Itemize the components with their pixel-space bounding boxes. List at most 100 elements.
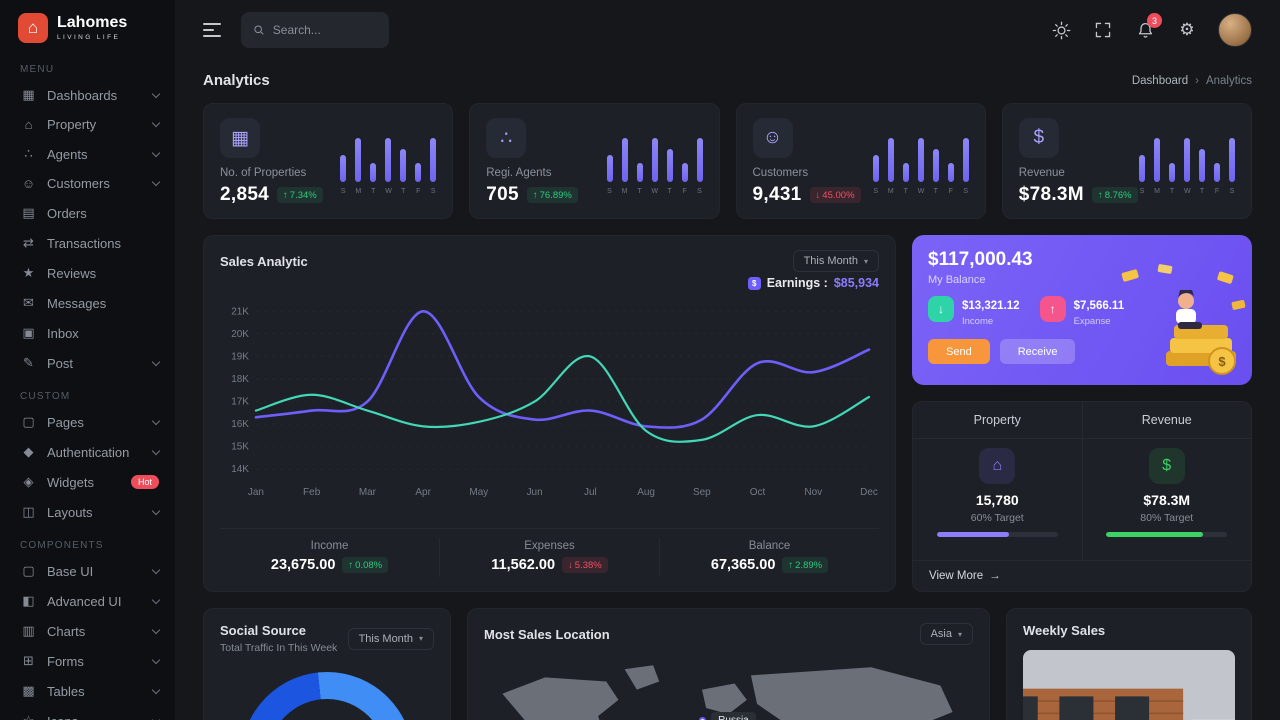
sidebar-item-advanced-ui[interactable]: ◧ Advanced UI <box>0 586 175 616</box>
weekly-sales-card: Weekly Sales <box>1006 608 1252 720</box>
balance-amount: $117,000.43 <box>928 249 1033 270</box>
sparkline-bar <box>400 149 407 182</box>
svg-text:Jan: Jan <box>248 487 264 498</box>
expenses-summary: Expenses 11,562.00 ↓ 5.38% <box>439 538 659 577</box>
day-label: S <box>607 187 612 195</box>
sidebar-item-customers[interactable]: ☺ Customers <box>0 169 175 198</box>
sparkline-bar <box>1199 149 1205 182</box>
sidebar-item-layouts[interactable]: ◫ Layouts <box>0 497 175 527</box>
sidebar-item-forms[interactable]: ⊞ Forms <box>0 646 175 676</box>
brand-house-icon: ⌂ <box>18 13 48 43</box>
svg-text:Oct: Oct <box>750 487 766 498</box>
widgets-icon: ◈ <box>23 474 34 489</box>
revenue-icon: $ <box>1018 118 1059 158</box>
expenses-delta-badge: ↓ 5.38% <box>562 557 608 573</box>
day-label: S <box>697 187 702 195</box>
property-house-icon: ⌂ <box>979 448 1016 484</box>
property-icon: ⌂ <box>24 117 33 132</box>
sidebar-item-widgets[interactable]: ◈ Widgets Hot <box>0 467 175 497</box>
chevron-down-icon <box>151 506 161 515</box>
sidebar-item-tables[interactable]: ▩ Tables <box>0 676 175 706</box>
map-marker-russia[interactable]: Russia <box>699 712 756 720</box>
gear-icon: ⚙ <box>1179 20 1195 39</box>
page-content: Analytics Dashboard › Analytics ▦ No. of… <box>175 60 1280 720</box>
sidebar-item-authentication[interactable]: ◆ Authentication <box>0 437 175 467</box>
day-label: T <box>1169 187 1175 195</box>
search-input[interactable] <box>272 23 377 37</box>
svg-text:21K: 21K <box>231 306 249 317</box>
sidebar-item-icons[interactable]: ☆ Icons <box>0 706 175 720</box>
day-label: F <box>948 187 953 195</box>
chevron-down-icon <box>151 118 161 128</box>
chevron-down-icon <box>151 625 161 634</box>
day-label: F <box>1214 187 1220 195</box>
charts-icon: ▥ <box>22 623 35 638</box>
chevron-down-icon <box>151 685 161 694</box>
brand-logo[interactable]: ⌂ Lahomes LIVING LIFE <box>0 0 175 51</box>
sidebar: ⌂ Lahomes LIVING LIFE MENU ▦ Dashboards … <box>0 0 175 720</box>
day-label: S <box>963 187 969 195</box>
sidebar-item-charts[interactable]: ▥ Charts <box>0 616 175 646</box>
sales-period-select[interactable]: This Month ▾ <box>792 250 879 272</box>
sidebar-section-title: MENU <box>20 64 55 75</box>
sparkline-bar <box>370 163 377 182</box>
sidebar-item-dashboards[interactable]: ▦ Dashboards <box>0 80 175 110</box>
sidebar-item-inbox[interactable]: ▣ Inbox <box>0 318 175 348</box>
receive-button[interactable]: Receive <box>999 339 1076 364</box>
send-button[interactable]: Send <box>928 339 990 364</box>
chevron-down-icon <box>151 148 161 157</box>
property-photo <box>1023 650 1235 720</box>
sidebar-item-reviews[interactable]: ★ Reviews <box>0 258 175 288</box>
day-label: T <box>371 187 376 195</box>
fullscreen-button[interactable] <box>1092 19 1114 41</box>
sidebar-item-messages[interactable]: ✉ Messages <box>0 288 175 318</box>
view-more-link[interactable]: View More → <box>913 560 1251 591</box>
sidebar-item-agents[interactable]: ∴ Agents <box>0 139 175 169</box>
search-box[interactable] <box>241 12 389 48</box>
breadcrumb-dashboard-link[interactable]: Dashboard <box>1131 74 1189 87</box>
settings-button[interactable]: ⚙ <box>1176 19 1198 41</box>
orders-icon: ▤ <box>22 205 35 220</box>
stat-delta-badge: ↑ 7.34% <box>277 187 323 203</box>
social-source-title: Social Source <box>220 623 306 638</box>
weekly-sales-title: Weekly Sales <box>1023 623 1106 638</box>
world-map: Russia <box>484 655 973 720</box>
sidebar-section: CUSTOM ▢ Pages ◆ Authentication ◈ Widget… <box>0 378 175 527</box>
sidebar-item-orders[interactable]: ▤ Orders <box>0 198 175 228</box>
region-select[interactable]: Asia ▾ <box>919 623 973 645</box>
svg-text:Apr: Apr <box>415 487 431 498</box>
notifications-button[interactable]: 3 <box>1134 13 1162 41</box>
menu-toggle-button[interactable] <box>203 23 223 37</box>
sparkline-bar <box>696 138 703 182</box>
messages-icon: ✉ <box>23 295 34 310</box>
sparkline-bar <box>430 138 437 182</box>
day-label: M <box>887 187 894 195</box>
registered-agents-icon: ∴ <box>486 118 527 158</box>
social-period-select[interactable]: This Month ▾ <box>347 627 434 650</box>
svg-text:17K: 17K <box>231 397 249 408</box>
sidebar-item-pages[interactable]: ▢ Pages <box>0 407 175 437</box>
day-label: T <box>1199 187 1205 195</box>
theme-toggle-button[interactable] <box>1050 19 1072 41</box>
user-avatar[interactable] <box>1218 13 1252 47</box>
sales-location-title: Most Sales Location <box>484 626 610 642</box>
sidebar-nav: MENU ▦ Dashboards ⌂ Property ∴ Agents ☺ … <box>0 51 175 720</box>
sidebar-item-base-ui[interactable]: ▢ Base UI <box>0 556 175 586</box>
stat-delta-badge: ↓ 45.00% <box>809 187 861 203</box>
hot-badge: Hot <box>130 475 159 489</box>
sidebar-item-property[interactable]: ⌂ Property <box>0 110 175 139</box>
expense-arrow-icon: ↑ <box>1039 296 1066 322</box>
stat-card-0: ▦ No. of Properties 2,854 ↑ 7.34% S M T W T F S <box>203 103 454 219</box>
sidebar-item-transactions[interactable]: ⇄ Transactions <box>0 228 175 258</box>
sidebar-item-post[interactable]: ✎ Post <box>0 348 175 378</box>
main-area: 3 ⚙ Analytics Dashboard › Analytics <box>175 0 1280 720</box>
stat-delta-badge: ↑ 8.76% <box>1091 187 1138 203</box>
reviews-icon: ★ <box>22 265 35 280</box>
property-progress-bar <box>936 532 1058 537</box>
income-summary: Income 23,675.00 ↑ 0.08% <box>220 538 439 577</box>
day-label: M <box>355 187 362 195</box>
